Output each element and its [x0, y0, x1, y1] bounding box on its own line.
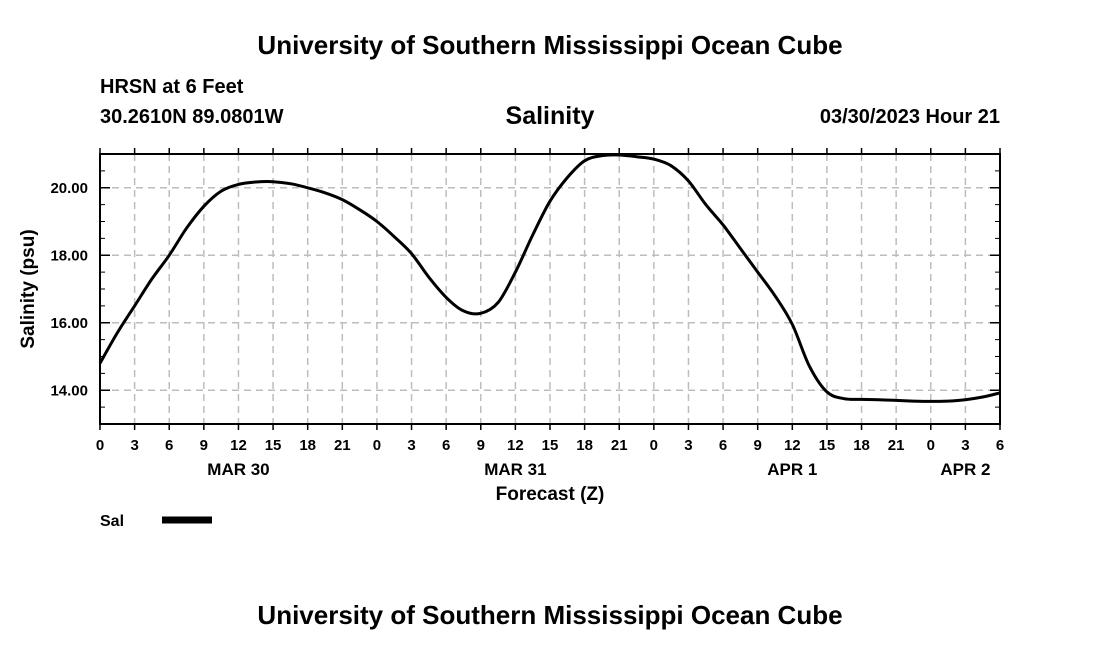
x-tick-label: 15	[819, 437, 836, 454]
x-tick-label: 18	[299, 437, 316, 454]
y-tick-label: 20.00	[50, 180, 88, 197]
x-tick-labels: 0 3 6 9 12 15 18 21 0 3 6 9 12 15 18 21 0 3 6 9 12 15 18 21 0 3 6	[96, 437, 1004, 454]
x-tick-label: 3	[407, 437, 415, 454]
x-tick-label: 18	[576, 437, 593, 454]
x-tick-label: 6	[165, 437, 173, 454]
x-tick-label: 3	[684, 437, 692, 454]
x-tick-label: 9	[754, 437, 762, 454]
y-tick-labels: 14.00 16.00 18.00 20.00	[50, 180, 88, 400]
chart-title-top: University of Southern Mississippi Ocean…	[257, 30, 843, 60]
station-coordinates: 30.2610N 89.0801W	[100, 106, 284, 128]
x-tick-label: 3	[961, 437, 969, 454]
date-label: MAR 30	[207, 460, 269, 479]
x-tick-label: 15	[542, 437, 559, 454]
date-label: APR 1	[767, 460, 817, 479]
x-tick-label: 3	[130, 437, 138, 454]
x-tick-label: 0	[927, 437, 935, 454]
x-tick-label: 12	[784, 437, 801, 454]
date-labels: MAR 30 MAR 31 APR 1 APR 2	[207, 460, 990, 479]
x-tick-label: 0	[373, 437, 381, 454]
grid-lines	[100, 154, 1000, 424]
y-axis-label: Salinity (psu)	[18, 229, 39, 348]
x-tick-label: 15	[265, 437, 282, 454]
x-axis-label: Forecast (Z)	[496, 484, 605, 505]
x-tick-label: 21	[334, 437, 351, 454]
x-tick-label: 18	[853, 437, 870, 454]
date-label: APR 2	[940, 460, 990, 479]
y-tick-label: 16.00	[50, 315, 88, 332]
x-tick-label: 21	[888, 437, 905, 454]
variable-title: Salinity	[505, 102, 595, 130]
salinity-series-line	[98, 153, 1001, 403]
legend-label-sal: Sal	[100, 513, 124, 530]
x-tick-label: 6	[442, 437, 450, 454]
chart-title-bottom: University of Southern Mississippi Ocean…	[257, 600, 843, 630]
x-tick-label: 6	[996, 437, 1004, 454]
y-tick-label: 14.00	[50, 382, 88, 399]
y-tick-label: 18.00	[50, 247, 88, 264]
x-tick-label: 0	[650, 437, 658, 454]
date-label: MAR 31	[484, 460, 546, 479]
plot-frame	[99, 153, 1001, 425]
x-tick-label: 12	[230, 437, 247, 454]
x-tick-label: 6	[719, 437, 727, 454]
x-tick-label: 21	[611, 437, 628, 454]
x-tick-label: 9	[200, 437, 208, 454]
station-name: HRSN at 6 Feet	[100, 76, 244, 98]
x-tick-label: 0	[96, 437, 104, 454]
forecast-datetime: 03/30/2023 Hour 21	[819, 106, 1000, 128]
x-tick-label: 12	[507, 437, 524, 454]
x-tick-label: 9	[477, 437, 485, 454]
